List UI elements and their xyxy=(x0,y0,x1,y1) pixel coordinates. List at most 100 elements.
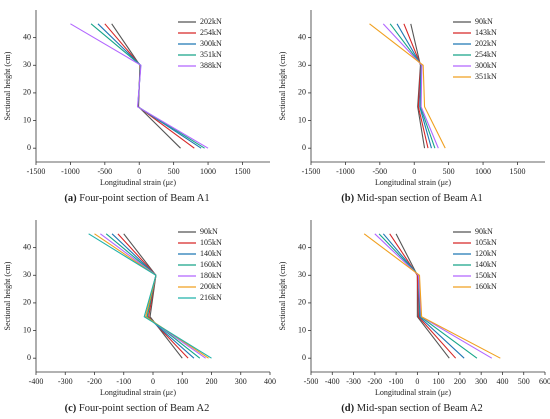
x-axis-label: Longitudinal strain (με) xyxy=(100,178,176,187)
legend-label: 202kN xyxy=(200,17,222,26)
x-tick-label: 500 xyxy=(168,167,180,176)
legend-label: 105kN xyxy=(200,238,222,247)
x-tick-label: 500 xyxy=(518,377,530,386)
x-tick-label: 1000 xyxy=(200,167,216,176)
caption: (c) Four-point section of Beam A2 xyxy=(65,403,210,414)
x-tick-label: 0 xyxy=(137,167,141,176)
x-axis-label: Longitudinal strain (με) xyxy=(100,388,176,397)
caption-label: (c) xyxy=(65,403,77,414)
data-line xyxy=(111,23,181,149)
data-line xyxy=(410,23,426,149)
x-tick-label: 0 xyxy=(415,377,419,386)
y-tick-label: 30 xyxy=(23,60,31,69)
data-line xyxy=(123,233,183,359)
legend-label: 180kN xyxy=(200,271,222,280)
data-line xyxy=(363,233,501,359)
x-tick-label: 300 xyxy=(475,377,487,386)
x-tick-label: -300 xyxy=(346,377,361,386)
legend-label: 140kN xyxy=(475,260,497,269)
legend-label: 300kN xyxy=(475,61,497,70)
x-tick-label: 100 xyxy=(176,377,188,386)
data-line xyxy=(88,233,212,359)
x-tick-label: -400 xyxy=(325,377,340,386)
x-tick-label: -400 xyxy=(29,377,44,386)
x-tick-label: 200 xyxy=(206,377,218,386)
y-axis-label: Sectional height (cm) xyxy=(278,261,287,330)
legend-label: 90kN xyxy=(475,17,493,26)
x-tick-label: -100 xyxy=(389,377,404,386)
x-tick-label: 1000 xyxy=(475,167,491,176)
x-tick-label: -1500 xyxy=(27,167,46,176)
data-line xyxy=(403,23,429,149)
y-tick-label: 20 xyxy=(23,298,31,307)
caption: (b) Mid-span section of Beam A1 xyxy=(341,193,482,204)
x-tick-label: 400 xyxy=(264,377,276,386)
x-tick-label: -500 xyxy=(372,167,387,176)
data-line xyxy=(117,233,189,359)
legend-label: 200kN xyxy=(200,282,222,291)
legend-label: 388kN xyxy=(200,61,222,70)
x-tick-label: -1000 xyxy=(61,167,80,176)
caption-text: Mid-span section of Beam A1 xyxy=(357,193,483,204)
x-tick-label: -1000 xyxy=(336,167,355,176)
legend-label: 216kN xyxy=(200,293,222,302)
legend-label: 143kN xyxy=(475,28,497,37)
x-tick-label: 1500 xyxy=(234,167,250,176)
data-line xyxy=(70,23,209,149)
x-tick-label: -100 xyxy=(116,377,131,386)
x-tick-label: -500 xyxy=(304,377,319,386)
panel: -400 -300 -200 -100 0 100 200 300 400 0 10 20 30 40 Lo… xyxy=(3,220,276,414)
y-tick-label: 30 xyxy=(298,60,306,69)
data-line xyxy=(389,233,457,359)
panel: -1500 -1000 -500 0 500 1000 1500 0 10 20 30 40 Longi… xyxy=(278,10,545,204)
x-tick-label: -500 xyxy=(97,167,112,176)
y-tick-label: 0 xyxy=(27,143,31,152)
legend-label: 90kN xyxy=(475,227,493,236)
legend-label: 90kN xyxy=(200,227,218,236)
y-tick-label: 10 xyxy=(23,115,31,124)
legend-label: 105kN xyxy=(475,238,497,247)
x-axis-label: Longitudinal strain (με) xyxy=(375,178,451,187)
x-tick-label: 300 xyxy=(235,377,247,386)
y-tick-label: 10 xyxy=(23,325,31,334)
y-tick-label: 30 xyxy=(298,270,306,279)
data-line xyxy=(90,23,205,149)
x-tick-label: 1500 xyxy=(509,167,525,176)
y-tick-label: 20 xyxy=(298,298,306,307)
caption-label: (a) xyxy=(64,193,77,204)
data-line xyxy=(395,233,450,359)
x-tick-label: 0 xyxy=(151,377,155,386)
caption-text: Mid-span section of Beam A2 xyxy=(357,403,483,414)
panel: -1500 -1000 -500 0 500 1000 1500 0 10 20 30 40 Longi… xyxy=(3,10,270,204)
y-tick-label: 0 xyxy=(302,143,306,152)
y-tick-label: 20 xyxy=(23,88,31,97)
y-tick-label: 0 xyxy=(27,353,31,362)
y-tick-label: 40 xyxy=(23,32,31,41)
y-tick-label: 40 xyxy=(23,242,31,251)
legend-label: 254kN xyxy=(200,28,222,37)
y-axis-label: Sectional height (cm) xyxy=(3,51,12,120)
legend-label: 351kN xyxy=(200,50,222,59)
y-tick-label: 0 xyxy=(302,353,306,362)
legend-label: 351kN xyxy=(475,72,497,81)
caption-text: Four-point section of Beam A2 xyxy=(79,403,209,414)
caption-label: (b) xyxy=(341,193,354,204)
legend-label: 160kN xyxy=(200,260,222,269)
x-tick-label: -1500 xyxy=(302,167,321,176)
data-line xyxy=(104,23,195,149)
data-line xyxy=(396,23,432,149)
y-tick-label: 10 xyxy=(298,325,306,334)
x-tick-label: 600 xyxy=(539,377,550,386)
x-tick-label: 500 xyxy=(443,167,455,176)
x-tick-label: 200 xyxy=(454,377,466,386)
legend-label: 202kN xyxy=(475,39,497,48)
data-line xyxy=(374,233,493,359)
legend-label: 120kN xyxy=(475,249,497,258)
x-axis-label: Longitudinal strain (με) xyxy=(375,388,451,397)
caption-text: Four-point section of Beam A1 xyxy=(79,193,209,204)
x-tick-label: -200 xyxy=(87,377,102,386)
legend-label: 300kN xyxy=(200,39,222,48)
data-line xyxy=(382,23,439,149)
y-tick-label: 40 xyxy=(298,242,306,251)
